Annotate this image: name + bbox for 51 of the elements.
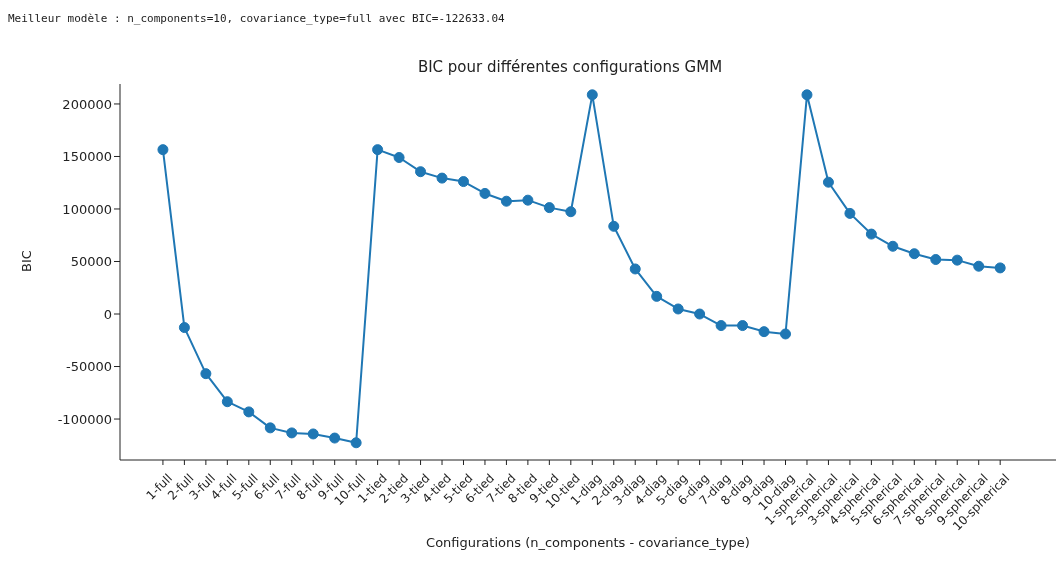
text: Meilleur modèle : n_components=10, covariance_type=full avec BIC=-122633.04 [8,12,505,25]
y-tick-label: 150000 [62,149,112,165]
point [415,166,427,178]
point [887,240,899,252]
point [715,320,727,332]
point [994,262,1006,274]
y-tick-label: 0 [103,306,112,322]
y-tick-label: -100000 [57,411,112,427]
point [200,368,212,380]
point [951,254,963,266]
point [543,202,555,214]
chart-title: BIC pour différentes configurations GMM [416,58,724,76]
point [329,432,341,444]
point [436,172,448,184]
point [457,176,469,188]
y-tick-label: 100000 [62,201,112,217]
point [586,89,598,101]
y-tick-label: 200000 [62,96,112,112]
point [307,428,319,440]
point [822,176,834,188]
point [565,206,577,218]
point [801,89,813,101]
point [157,144,169,156]
point [629,263,641,275]
point [737,320,749,332]
point [479,187,491,199]
point [758,326,770,338]
point [500,195,512,207]
point [372,144,384,156]
y-tick-label: -50000 [65,359,112,375]
point [350,437,362,449]
point [930,254,942,265]
point [393,152,405,164]
point [522,194,534,206]
point [264,422,276,434]
point [243,406,255,418]
point [780,328,792,340]
point [286,427,298,439]
point [844,207,856,219]
y-tick-label: 50000 [70,254,112,270]
point [865,228,877,240]
point [973,260,985,272]
point [221,396,233,408]
point [608,220,620,232]
point [651,290,663,302]
point [694,308,706,320]
point [672,303,684,315]
point [178,322,190,334]
point [908,248,920,260]
y-axis-title: BIC [18,250,34,272]
x-axis-title: Configurations (n_components - covariance_type) [426,535,750,550]
